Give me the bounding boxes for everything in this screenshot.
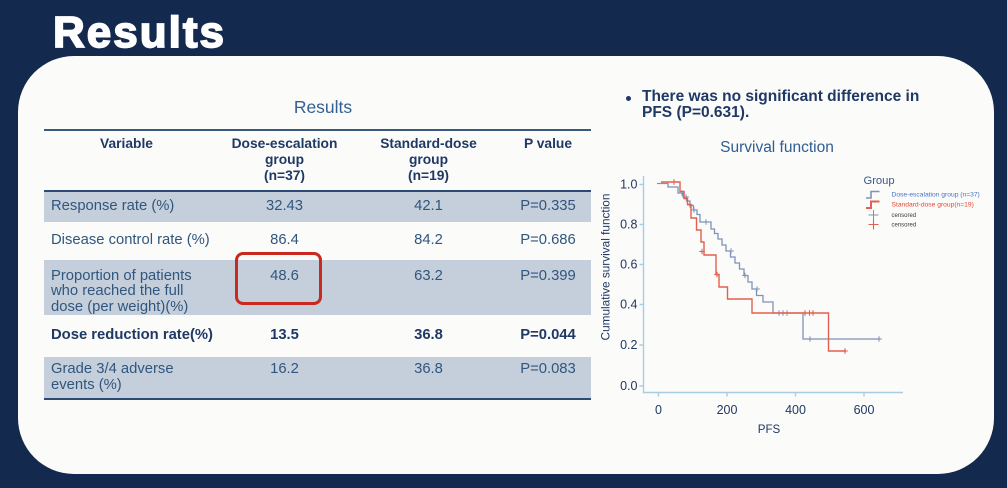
svg-text:Standard-dose group(n=19): Standard-dose group(n=19) — [892, 202, 974, 209]
svg-text:Group: Group — [864, 175, 895, 187]
svg-text:Dose-escalation group (n=37): Dose-escalation group (n=37) — [892, 192, 980, 199]
svg-text:0.2: 0.2 — [620, 338, 637, 352]
svg-text:0: 0 — [655, 403, 662, 417]
svg-text:Cumulative survival function: Cumulative survival function — [599, 194, 613, 341]
svg-text:0.8: 0.8 — [620, 218, 637, 232]
svg-text:0.0: 0.0 — [620, 379, 637, 393]
svg-text:1.0: 1.0 — [620, 178, 637, 192]
svg-text:0.6: 0.6 — [620, 258, 637, 272]
svg-text:PFS: PFS — [758, 423, 781, 436]
svg-text:200: 200 — [717, 403, 738, 417]
svg-text:400: 400 — [785, 403, 806, 417]
svg-text:censored: censored — [892, 223, 917, 229]
svg-text:censored: censored — [892, 213, 917, 219]
svg-text:600: 600 — [854, 403, 875, 417]
svg-text:0.4: 0.4 — [620, 298, 637, 312]
